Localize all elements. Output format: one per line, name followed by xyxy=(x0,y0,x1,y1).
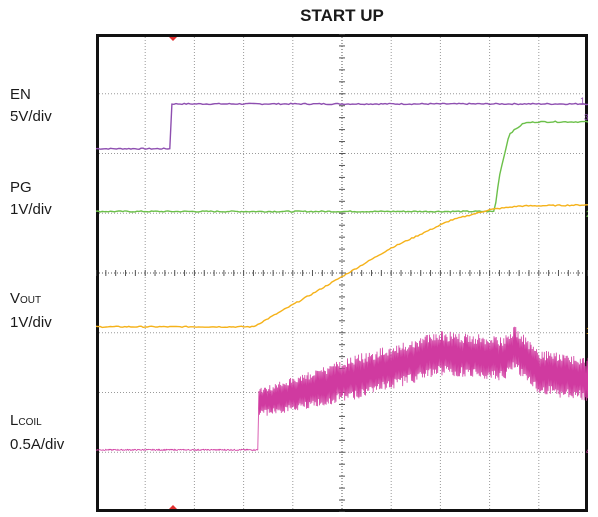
lcoil-label: LCOIL 0.5A/div xyxy=(10,410,64,456)
pg-scale: 1V/div xyxy=(10,201,52,218)
grid xyxy=(95,33,589,513)
ch1-vout-ref-label: 1 xyxy=(586,326,588,336)
en-name: EN xyxy=(10,86,31,103)
chart-title: START UP xyxy=(300,6,384,25)
en-label: EN 5V/div xyxy=(10,84,52,128)
vout-sub: OUT xyxy=(20,295,42,306)
lcoil-sub: COIL xyxy=(18,417,42,428)
trace-pg xyxy=(95,120,589,213)
trigger-marker-bottom xyxy=(169,505,177,509)
pg-label: PG 1V/div xyxy=(10,177,52,221)
ch3-ref-label: 3 xyxy=(584,113,588,122)
vout-scale: 1V/div xyxy=(10,314,52,331)
trace-vout xyxy=(95,203,588,329)
scope-plot: 1 3 2 1 4 xyxy=(95,33,591,513)
vout-main: V xyxy=(10,290,21,307)
trace-lcoil xyxy=(95,326,589,452)
traces xyxy=(95,102,589,452)
trigger-marker-top xyxy=(169,37,177,41)
vout-label: VOUT 1V/div xyxy=(10,288,52,334)
lcoil-main: L xyxy=(10,412,19,429)
ch4-ref-label: 4 xyxy=(586,446,588,456)
ch1-ref-label: 1 xyxy=(580,96,585,106)
ch2-ref-label: 2 xyxy=(586,209,588,219)
lcoil-scale: 0.5A/div xyxy=(10,436,65,453)
lcoil-name: LCOIL xyxy=(10,410,64,434)
trace-en xyxy=(95,102,589,151)
vout-name: VOUT xyxy=(10,288,52,312)
pg-name: PG xyxy=(10,179,32,196)
scope-svg: 1 3 2 1 4 xyxy=(95,33,591,513)
en-scale: 5V/div xyxy=(10,108,52,125)
